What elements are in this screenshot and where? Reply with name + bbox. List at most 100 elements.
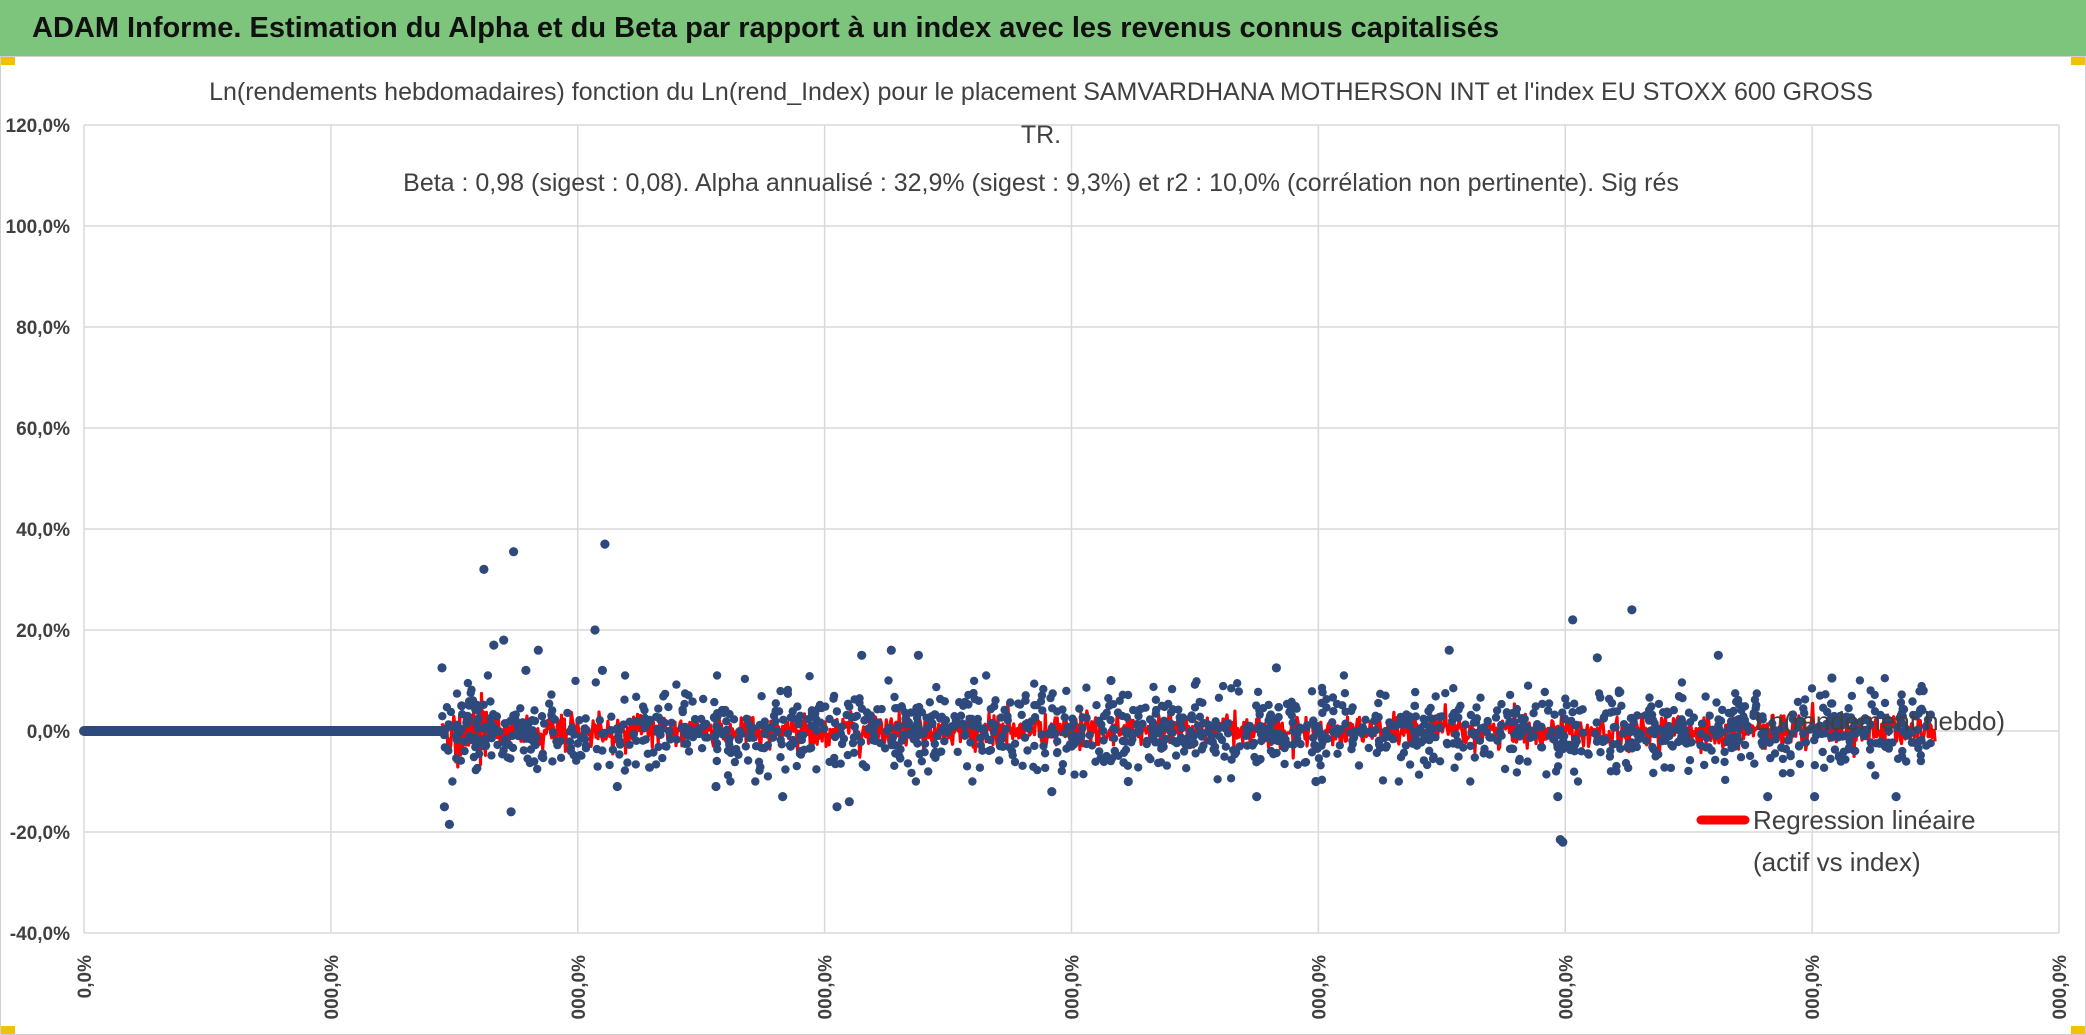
return-point [1491,713,1501,722]
legend-label-regression: (actif vs index) [1753,847,1921,877]
return-point [976,733,985,743]
return-point [849,748,859,757]
return-point-outlier [778,792,788,802]
return-point [452,733,461,742]
return-point [598,746,607,755]
return-point [528,726,537,735]
return-point [966,738,975,747]
return-point [547,690,556,699]
return-point [1750,759,1759,768]
return-point-outlier [844,797,854,807]
return-point [1880,674,1890,683]
return-point [891,704,900,713]
return-point [937,712,947,721]
return-point [1069,719,1078,728]
return-point [1787,729,1797,739]
return-point [1721,775,1730,785]
return-point [1733,695,1743,705]
return-point [1599,737,1608,746]
resize-handle-bottom-right[interactable] [2071,1026,2085,1034]
return-point [539,719,549,728]
resize-handle-bottom-left[interactable] [1,1026,15,1034]
return-point [1561,694,1570,703]
return-point [771,699,780,708]
return-point [1834,733,1843,742]
legend: Ln(rendement hebdo) Regression linéaire (a… [1696,706,2005,877]
return-point [1666,726,1676,735]
return-point [1750,695,1760,704]
return-point [1542,770,1551,779]
return-point [1697,719,1707,728]
return-point [511,710,520,719]
return-point [1017,710,1026,720]
return-point [1136,704,1145,714]
return-point-outlier [479,564,489,574]
return-point [748,723,758,733]
return-point [1030,741,1039,751]
return-point [855,694,864,703]
return-point [572,756,581,765]
return-point [1151,695,1161,704]
return-point [1776,724,1786,733]
return-point [1166,719,1176,729]
return-point [932,682,941,692]
return-point [1308,733,1318,742]
return-point [969,676,979,686]
return-point [1283,740,1292,749]
return-point [1094,716,1104,725]
return-point [1495,727,1505,737]
return-point [776,686,785,696]
return-point [1622,743,1632,752]
return-point [1221,742,1231,751]
return-point [573,739,582,748]
return-point [1543,706,1553,715]
return-point [1450,763,1459,772]
return-point [1795,759,1805,769]
return-point [1114,751,1123,760]
return-point [1235,742,1244,751]
return-series [79,539,1936,847]
return-point [1425,746,1434,755]
return-point [726,748,735,758]
return-point [1341,719,1350,728]
return-point [1483,716,1492,726]
return-point [1537,743,1547,752]
return-point [894,723,903,732]
return-point [1448,711,1457,721]
return-point [1807,684,1817,693]
return-point [1233,679,1242,688]
y-tick-label: 20,0% [16,621,70,642]
return-point [975,724,985,733]
return-point [814,703,823,713]
return-point [1714,724,1723,733]
return-point [1134,763,1143,772]
return-point [487,734,496,743]
return-point [1411,734,1420,743]
return-point [580,735,590,744]
return-point-outlier [506,807,516,817]
return-point [1880,698,1890,708]
return-point [1599,713,1609,722]
return-point-outlier [857,650,867,660]
return-point [1712,731,1721,740]
return-point [1649,768,1658,778]
return-point [870,730,879,739]
return-point-outlier [1627,605,1637,615]
return-point [1497,720,1506,730]
return-point-outlier [1311,776,1321,787]
return-point [821,702,830,711]
return-point [1037,730,1046,739]
return-point [873,718,882,727]
resize-handle-top-left[interactable] [1,57,15,65]
return-point [712,671,722,680]
return-point [710,713,719,723]
return-point [1105,701,1114,710]
return-point [1770,749,1780,758]
return-point-outlier [1592,653,1602,663]
return-point-outlier [499,635,509,645]
resize-handle-top-right[interactable] [2071,57,2085,65]
return-point [1340,689,1350,698]
return-point [1316,761,1325,770]
return-point [1038,706,1047,715]
return-point [1426,714,1435,723]
